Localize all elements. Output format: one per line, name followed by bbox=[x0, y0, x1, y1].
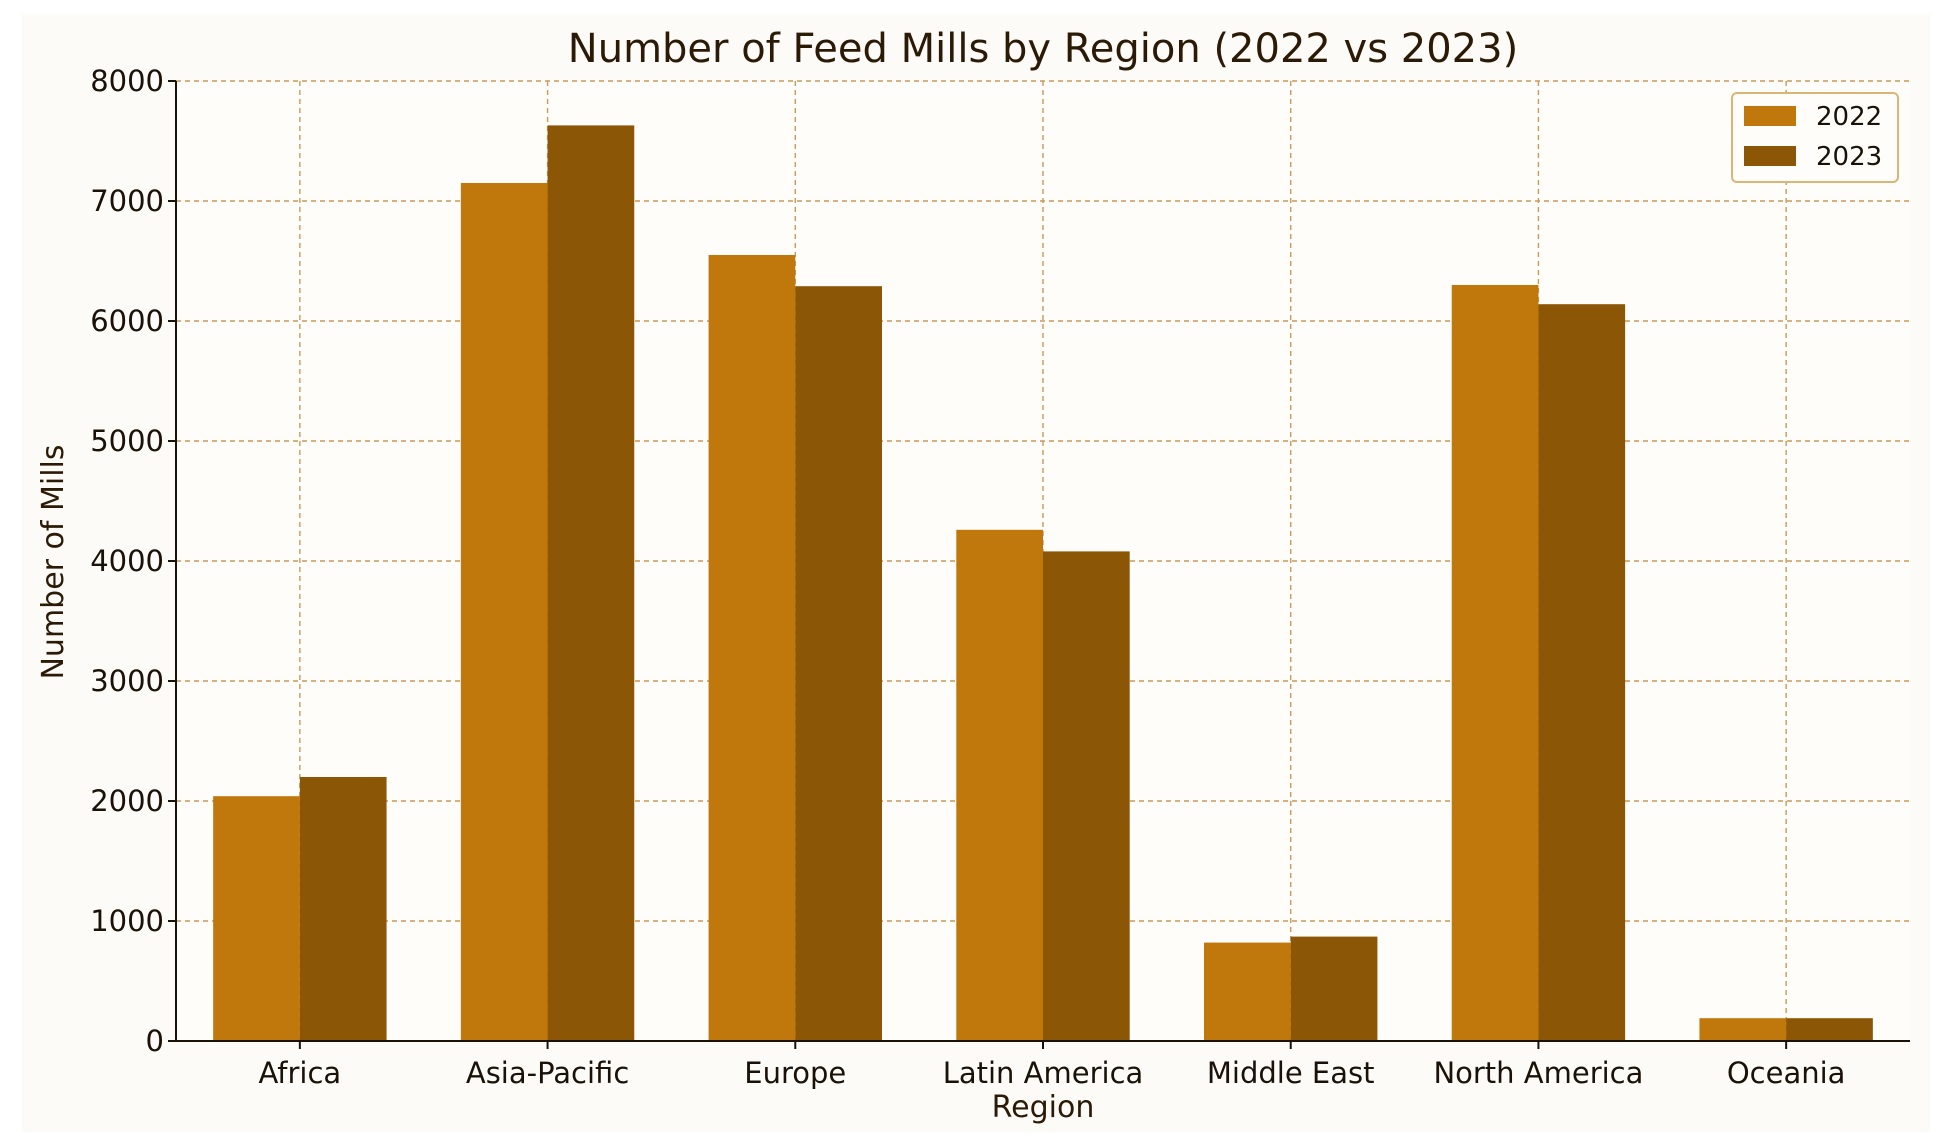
y-tick-label: 0 bbox=[146, 1024, 164, 1058]
y-tick-label: 2000 bbox=[90, 784, 164, 818]
bar-2022-africa bbox=[213, 796, 300, 1041]
y-tick-label: 4000 bbox=[90, 544, 164, 578]
y-tick-label: 8000 bbox=[90, 64, 164, 98]
legend-swatch-2023 bbox=[1744, 146, 1796, 166]
y-tick-label: 1000 bbox=[90, 904, 164, 938]
bar-2022-europe bbox=[708, 255, 796, 1041]
bar-2023-latin-america bbox=[1043, 551, 1130, 1041]
x-ticks: Africa Asia-Pacific Europe Latin America Mid… bbox=[258, 1041, 1845, 1090]
bar-2022-oceania bbox=[1699, 1018, 1787, 1041]
y-tick-label: 3000 bbox=[90, 664, 164, 698]
x-tick-label: Africa bbox=[258, 1056, 341, 1090]
y-tick-label: 7000 bbox=[90, 184, 164, 218]
bar-2022-middle-east bbox=[1204, 942, 1291, 1041]
legend: 2022 2023 bbox=[1731, 92, 1899, 183]
x-tick-label: Europe bbox=[744, 1056, 846, 1090]
bar-2023-north-america bbox=[1538, 304, 1626, 1041]
legend-label-2022: 2022 bbox=[1816, 102, 1882, 132]
x-tick-label: North America bbox=[1433, 1056, 1643, 1090]
bar-2023-middle-east bbox=[1290, 936, 1378, 1041]
x-tick-label: Latin America bbox=[943, 1056, 1144, 1090]
y-tick-label: 6000 bbox=[90, 304, 164, 338]
y-ticks: 0 1000 2000 3000 4000 5000 6000 7000 8000 bbox=[90, 64, 176, 1058]
y-tick-label: 5000 bbox=[90, 424, 164, 458]
bar-2023-asia-pacific bbox=[547, 125, 635, 1041]
bar-2022-north-america bbox=[1451, 285, 1539, 1041]
x-tick-label: Oceania bbox=[1727, 1056, 1846, 1090]
x-axis-label: Region bbox=[992, 1090, 1095, 1125]
bar-2022-latin-america bbox=[956, 529, 1043, 1041]
bar-2023-oceania bbox=[1786, 1018, 1873, 1041]
legend-swatch-2022 bbox=[1744, 106, 1796, 126]
bar-2023-europe bbox=[795, 286, 882, 1041]
bars bbox=[213, 125, 1873, 1041]
y-axis-label: Number of Mills bbox=[36, 444, 71, 679]
legend-label-2023: 2023 bbox=[1816, 142, 1882, 172]
bar-2023-africa bbox=[299, 777, 387, 1041]
bar-2022-asia-pacific bbox=[460, 183, 548, 1041]
x-tick-label: Middle East bbox=[1207, 1056, 1375, 1090]
x-tick-label: Asia-Pacific bbox=[466, 1056, 629, 1090]
chart-title: Number of Feed Mills by Region (2022 vs … bbox=[568, 26, 1518, 72]
